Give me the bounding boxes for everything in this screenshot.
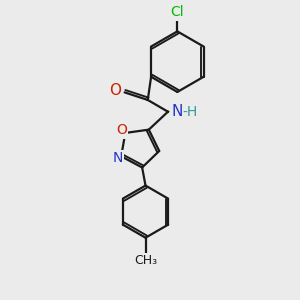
Text: -H: -H [183,105,198,119]
Text: O: O [116,123,128,137]
Text: Cl: Cl [170,5,184,20]
Text: O: O [110,83,122,98]
Text: N: N [171,104,183,119]
Text: CH₃: CH₃ [134,254,157,266]
Text: N: N [112,151,123,165]
